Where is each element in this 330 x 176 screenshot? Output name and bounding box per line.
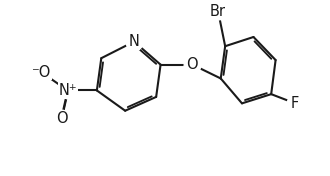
Text: O: O bbox=[56, 111, 67, 126]
Text: ⁻O: ⁻O bbox=[31, 65, 51, 80]
Text: N⁺: N⁺ bbox=[58, 83, 77, 98]
Text: Br: Br bbox=[210, 4, 226, 19]
Text: F: F bbox=[291, 96, 299, 111]
Text: N: N bbox=[129, 34, 140, 49]
Text: O: O bbox=[187, 57, 198, 72]
